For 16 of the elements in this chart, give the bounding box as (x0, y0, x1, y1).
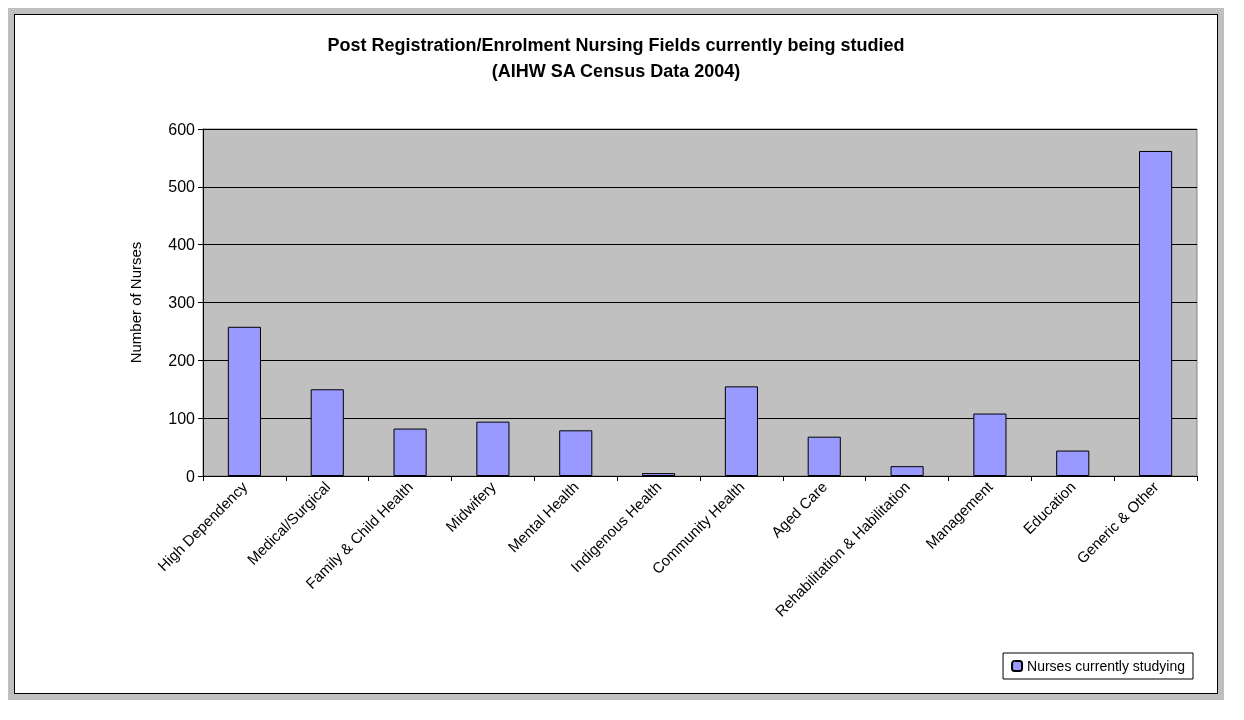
y-tick-label: 500 (168, 178, 196, 196)
y-tick-label: 100 (168, 409, 196, 427)
chart-title: Post Registration/Enrolment Nursing Fields currently being studied (AIHW SA Census Data 2004) (327, 35, 905, 81)
bar (890, 466, 924, 476)
y-tick-label: 300 (168, 294, 196, 311)
bar (559, 430, 593, 476)
y-tick-label: 0 (186, 467, 196, 485)
y-tick-label: 400 (168, 236, 196, 254)
bar (807, 436, 841, 476)
y-tick-label: 200 (168, 351, 196, 369)
y-axis-title: Number of Nurses (127, 241, 144, 364)
bar (1056, 450, 1090, 476)
bar (393, 428, 427, 476)
bar (476, 421, 510, 476)
y-tick-label: 600 (168, 120, 196, 138)
legend-label: Nurses currently studying (1027, 658, 1185, 674)
